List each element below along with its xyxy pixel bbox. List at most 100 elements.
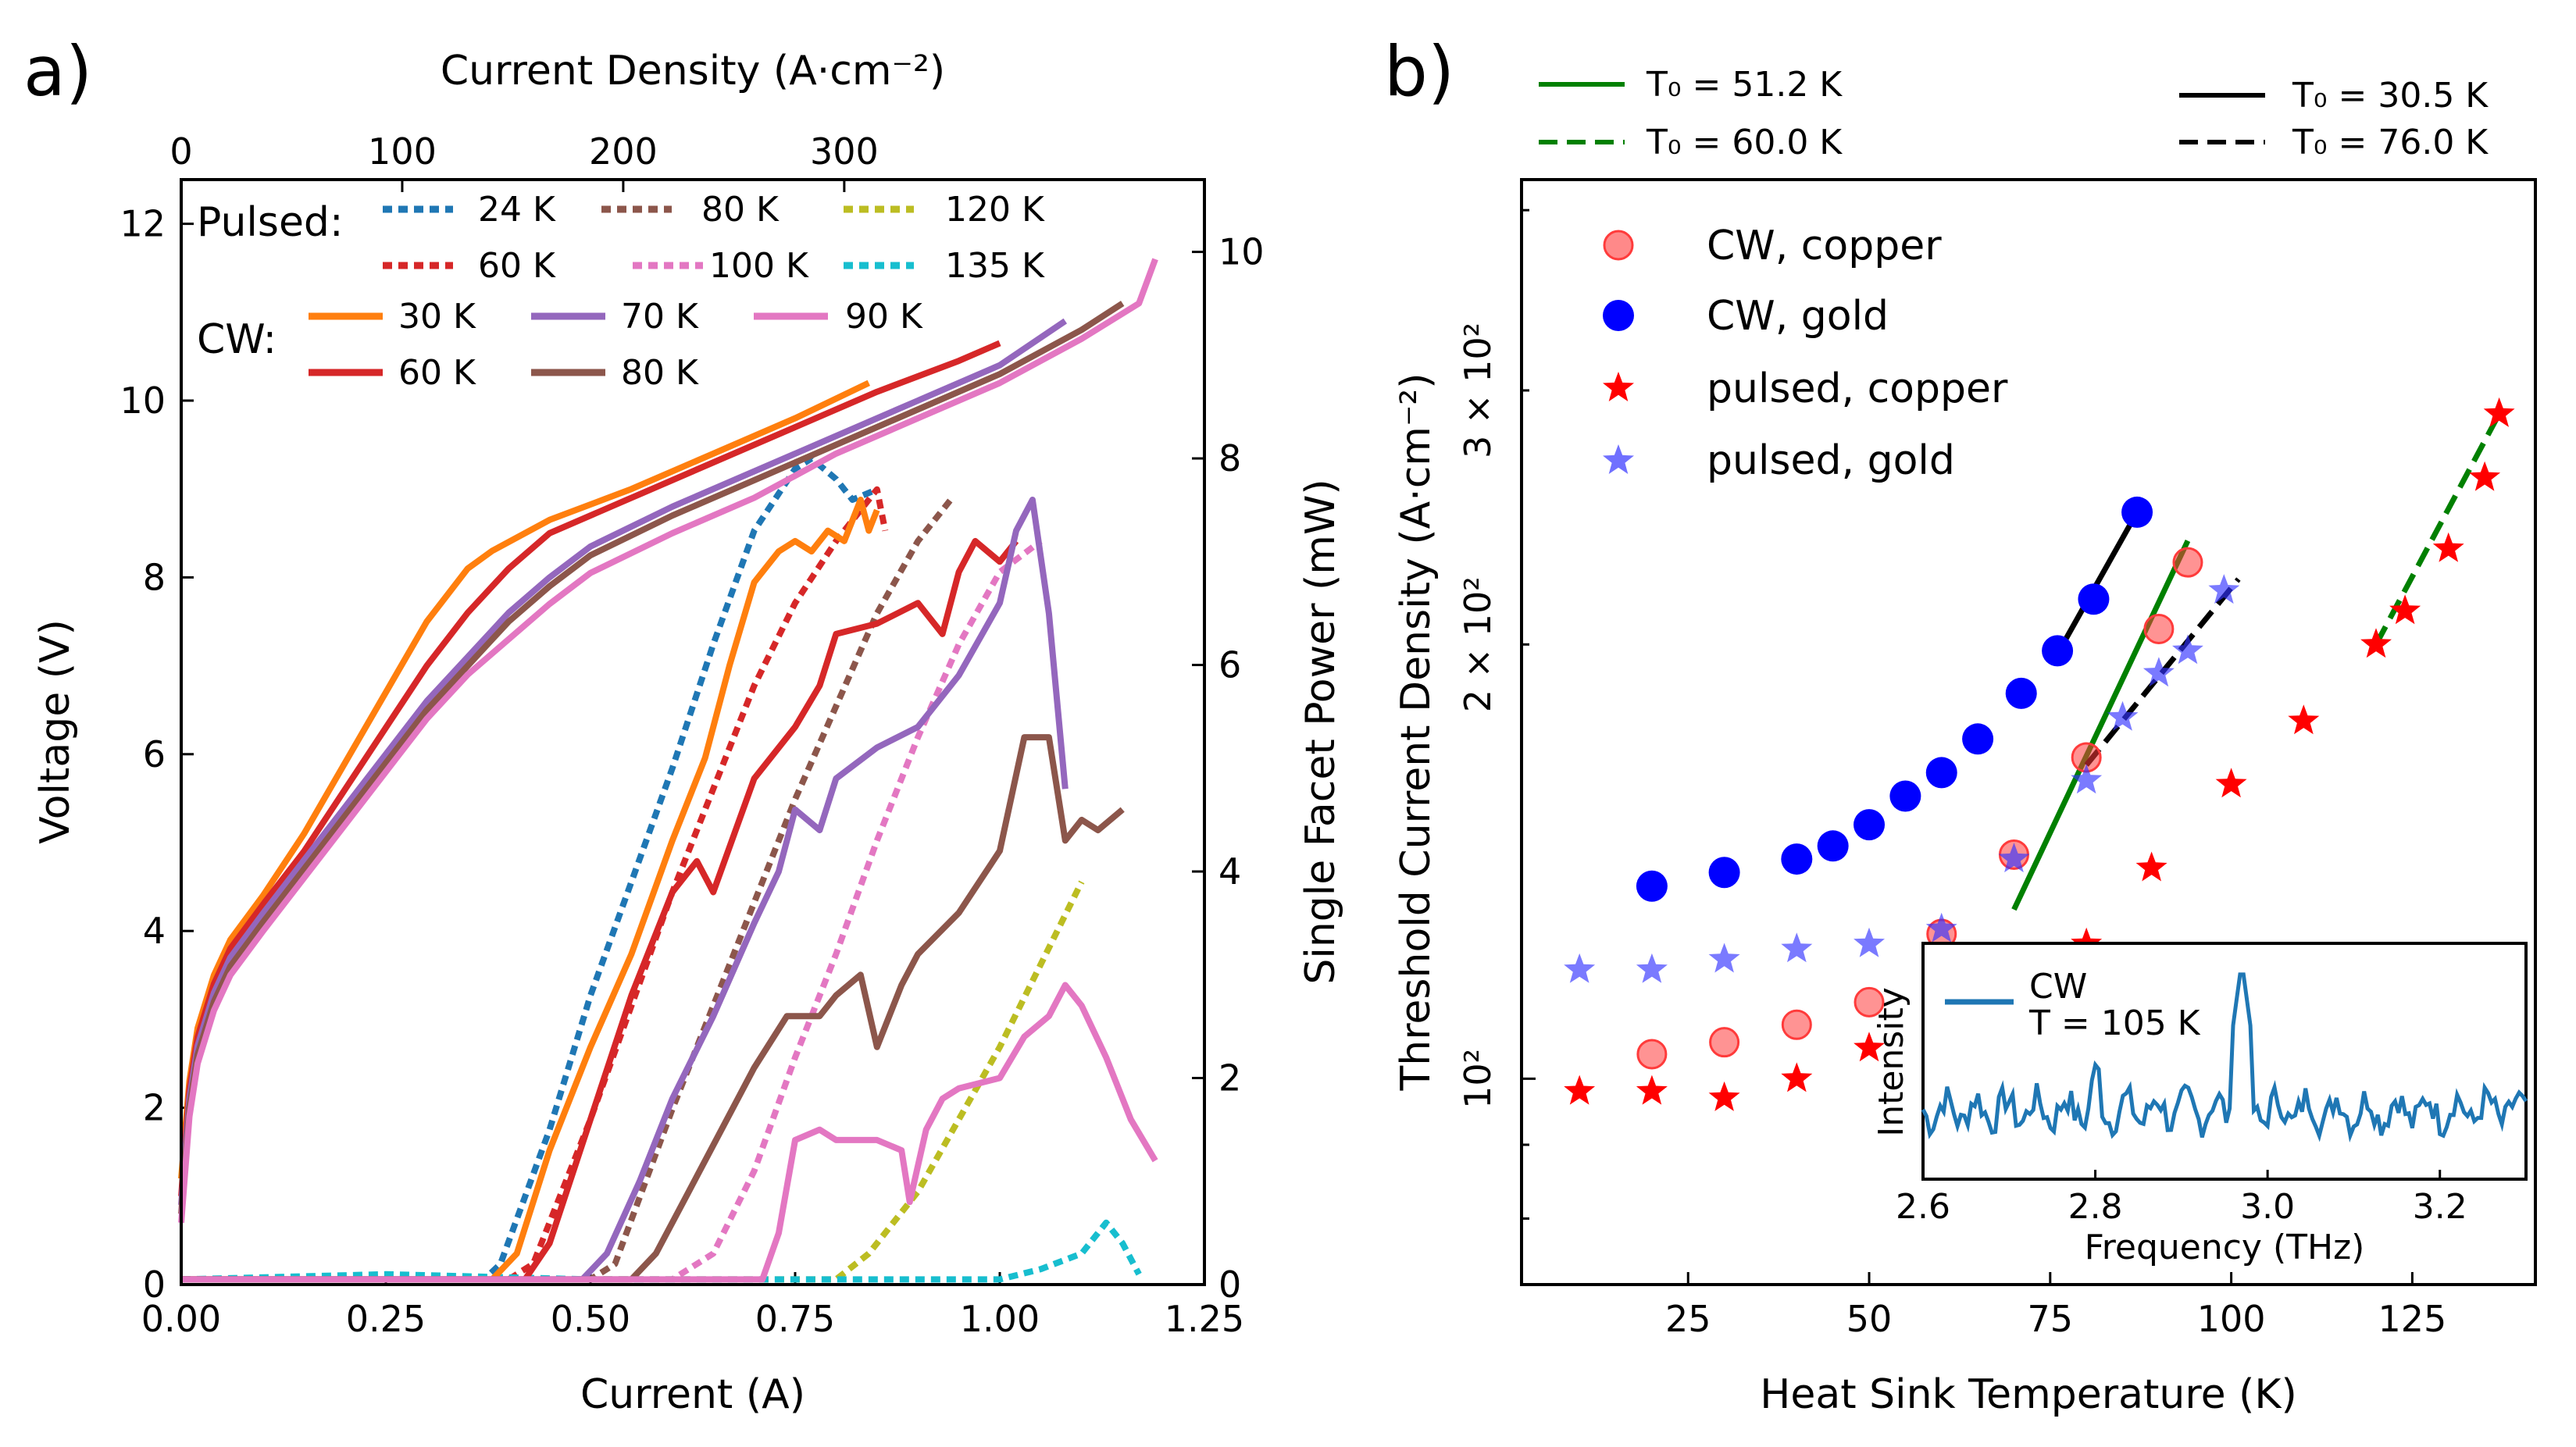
- fit-legend-76k: T₀ = 76.0 K: [2292, 123, 2489, 162]
- series-iv-cw-70-k: [178, 318, 1068, 1206]
- pulsed-gold-point: [2143, 657, 2175, 687]
- pulsed-copper-point: [2469, 461, 2501, 491]
- inset-legend-line2: T = 105 K: [2028, 1003, 2201, 1043]
- cw-gold-point: [1817, 830, 1849, 862]
- y-tick-label-10: 10: [120, 380, 166, 422]
- pulsed-copper-point: [1636, 1075, 1668, 1105]
- legend-cw-90k: 90 K: [845, 297, 923, 337]
- panel-a-y-label: Voltage (V): [32, 619, 79, 844]
- y2-tick-label-0: 0: [1218, 1263, 1241, 1306]
- series-li-cw-30-k: [181, 497, 880, 1283]
- panel-b-fit-legend: T₀ = 51.2 K T₀ = 60.0 K T₀ = 30.5 K T₀ =…: [1539, 65, 2489, 162]
- b-y-tick-label-2: 2 × 10²: [1457, 576, 1499, 712]
- panel-a-label: a): [23, 31, 92, 112]
- inset-spectrum-line: [1921, 972, 2528, 1142]
- pulsed-gold-point: [1781, 932, 1813, 963]
- inset-y-label: Intensity: [1871, 987, 1911, 1137]
- fit-legend-60k: T₀ = 60.0 K: [1646, 123, 1843, 162]
- y-tick-label-6: 6: [143, 733, 166, 775]
- legend-cw-copper-marker: [1603, 230, 1634, 261]
- cw-copper-point: [1709, 1027, 1740, 1058]
- pulsed-copper-point: [2215, 768, 2247, 798]
- series-li-pulsed-135-k: [180, 1219, 1142, 1283]
- panel-a-x2-label: Current Density (A·cm⁻²): [441, 48, 945, 94]
- panel-a-frame: [180, 178, 1206, 1286]
- fit-t-30-5-k: [2055, 511, 2140, 656]
- y-tick-label-4: 4: [143, 910, 166, 952]
- inset-legend-line1: CW: [2029, 967, 2087, 1007]
- cw-copper-point: [2143, 613, 2175, 644]
- cw-gold-point: [2078, 583, 2110, 615]
- cw-copper-point: [2172, 547, 2203, 578]
- pulsed-gold-point: [1708, 943, 1740, 973]
- b-x-tick-label-125: 125: [2378, 1298, 2446, 1340]
- panel-b-marker-legend: CW, copper CW, gold pulsed, copper pulse…: [1603, 223, 2008, 484]
- pulsed-copper-point: [1781, 1062, 1813, 1092]
- cw-gold-point: [1962, 723, 1994, 755]
- x-tick-label-0-75: 0.75: [755, 1298, 835, 1340]
- x-tick-label-0-25: 0.25: [346, 1298, 426, 1340]
- cw-gold-point: [1708, 857, 1740, 889]
- pulsed-copper-point: [2288, 704, 2320, 735]
- inset-x-tick-label-3-2: 3.2: [2413, 1187, 2467, 1227]
- pulsed-gold-point: [2208, 574, 2240, 604]
- b-x-tick-label-50: 50: [1846, 1298, 1893, 1340]
- legend-pulsed-24k: 24 K: [478, 190, 556, 230]
- cw-copper-point: [1636, 1039, 1668, 1070]
- inset-frame: [1921, 942, 2528, 1181]
- y-tick-label-2: 2: [143, 1087, 166, 1129]
- series-li-cw-80-k: [181, 734, 1125, 1283]
- panel-b-x-label: Heat Sink Temperature (K): [1760, 1371, 2297, 1418]
- inset-ticks: 2.6 2.8 3.0 3.2: [1896, 1170, 2467, 1227]
- fit-legend-51k: T₀ = 51.2 K: [1646, 65, 1843, 105]
- x-tick-label-0-00: 0.00: [141, 1298, 221, 1340]
- cw-gold-point: [2121, 496, 2153, 528]
- cw-copper-point: [1781, 1009, 1812, 1040]
- legend-pulsed-copper: pulsed, copper: [1707, 365, 2008, 412]
- b-y-tick-label-3: 3 × 10²: [1457, 323, 1499, 458]
- y-tick-label-12: 12: [120, 203, 166, 245]
- pulsed-gold-point: [2172, 634, 2203, 665]
- pulsed-copper-point: [2483, 397, 2515, 427]
- x2-tick-label-100: 100: [368, 130, 437, 173]
- cw-gold-point: [1636, 870, 1668, 902]
- legend-cw-title: CW:: [197, 316, 277, 363]
- series-li-pulsed-24-k: [181, 455, 879, 1283]
- y2-tick-label-2: 2: [1218, 1057, 1241, 1100]
- inset-x-tick-label-3-0: 3.0: [2240, 1187, 2295, 1227]
- legend-pulsed-copper-marker: [1603, 372, 1634, 401]
- series-iv-cw-30-k: [178, 380, 871, 1179]
- panel-a-voltage-lines: [178, 258, 1158, 1224]
- pulsed-gold-point: [1854, 927, 1885, 957]
- panel-a-x-label: Current (A): [580, 1371, 805, 1418]
- y2-tick-label-6: 6: [1218, 644, 1241, 686]
- y2-tick-label-10: 10: [1218, 231, 1265, 273]
- y2-tick-label-8: 8: [1218, 437, 1241, 479]
- series-iv-cw-90-k: [178, 258, 1158, 1224]
- pulsed-copper-point: [1708, 1081, 1740, 1111]
- cw-gold-point: [1889, 780, 1921, 812]
- pulsed-copper-point: [1564, 1075, 1596, 1105]
- cw-gold-point: [1781, 843, 1813, 875]
- legend-cw-gold-marker: [1603, 300, 1634, 331]
- legend-pulsed-60k: 60 K: [478, 246, 556, 286]
- series-iv-cw-80-k: [178, 301, 1125, 1214]
- y-tick-label-0: 0: [143, 1263, 166, 1306]
- pulsed-copper-point: [2135, 851, 2167, 882]
- inset-spectrum: 2.6 2.8 3.0 3.2 CW T = 105 K Intensity Freq…: [1871, 942, 2528, 1267]
- x-tick-label-1-25: 1.25: [1165, 1298, 1244, 1340]
- panel-b-frame: [1520, 178, 2537, 1286]
- pulsed-copper-point: [2389, 594, 2421, 625]
- x-tick-label-1-00: 1.00: [960, 1298, 1040, 1340]
- x-tick-label-0-50: 0.50: [551, 1298, 630, 1340]
- inset-x-label: Frequency (THz): [2085, 1228, 2365, 1267]
- x2-tick-label-200: 200: [589, 130, 658, 173]
- legend-pulsed-135k: 135 K: [945, 246, 1045, 286]
- b-x-tick-label-100: 100: [2197, 1298, 2266, 1340]
- legend-cw-60k: 60 K: [398, 353, 476, 393]
- y2-tick-label-4: 4: [1218, 850, 1241, 893]
- b-x-tick-label-25: 25: [1665, 1298, 1711, 1340]
- legend-pulsed-gold-marker: [1603, 444, 1634, 474]
- legend-cw-copper: CW, copper: [1707, 223, 1942, 269]
- x2-tick-label-0: 0: [169, 130, 192, 173]
